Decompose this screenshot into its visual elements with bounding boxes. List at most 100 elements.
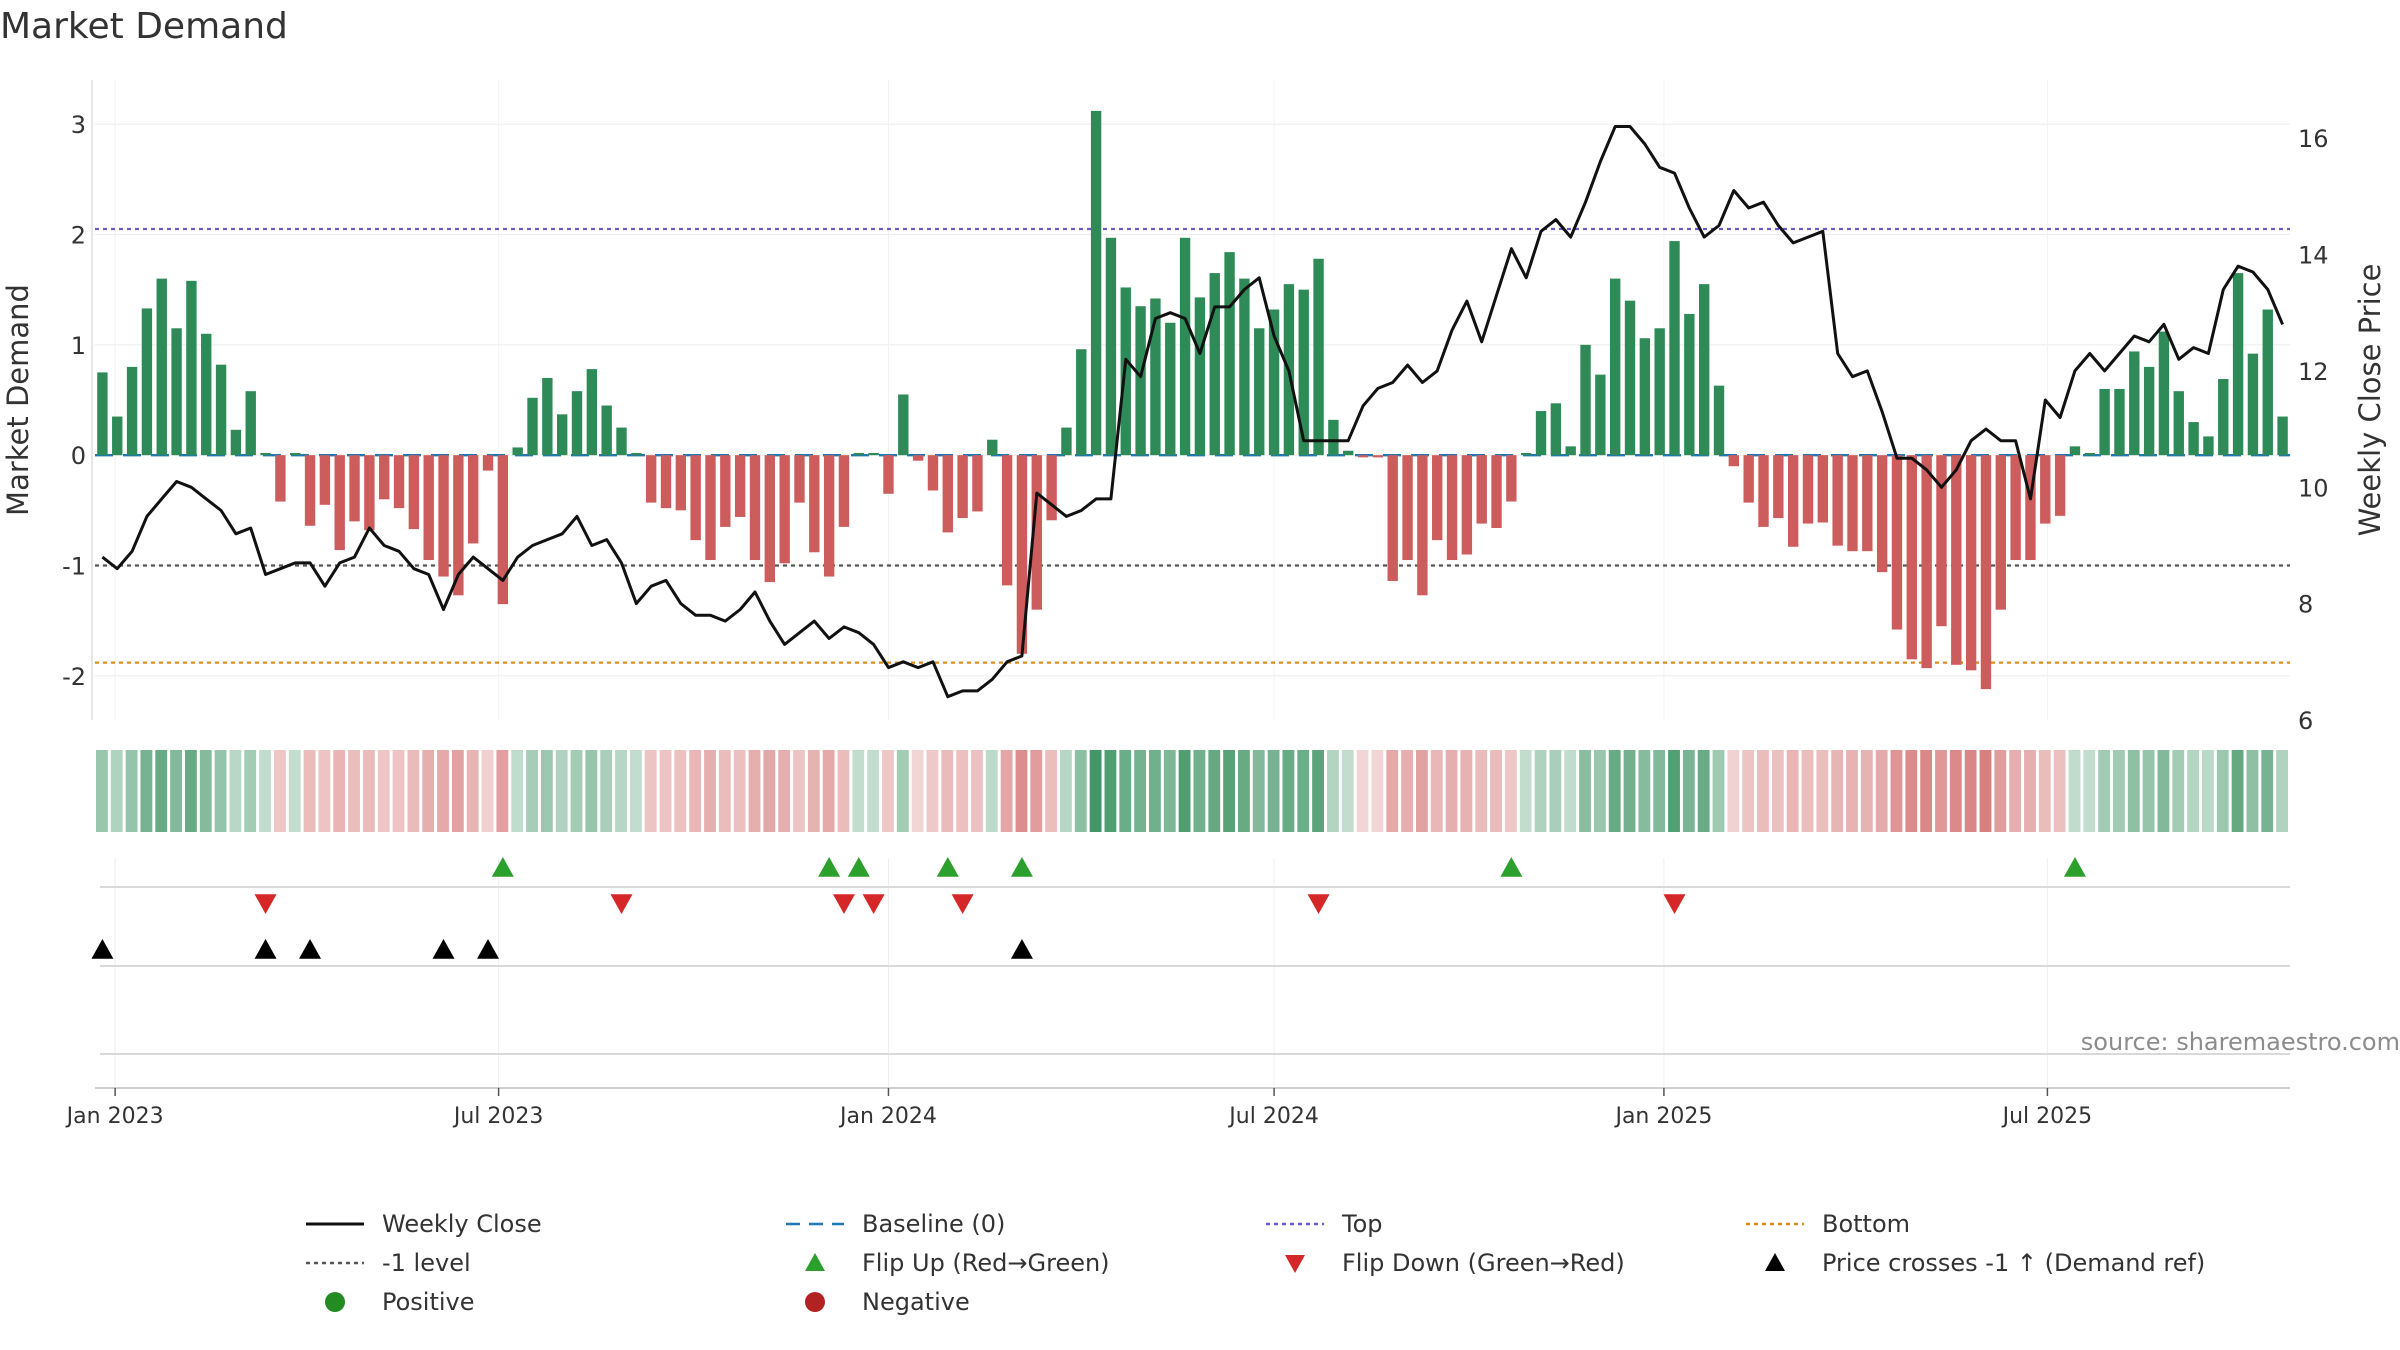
demand-bar-positive — [141, 308, 153, 456]
demand-bar-negative — [972, 455, 983, 512]
price-cross-marker — [477, 939, 500, 959]
demand-bar-negative — [1016, 455, 1028, 654]
heat-strip-cell — [674, 750, 687, 832]
legend-swatch-icon — [805, 1292, 825, 1312]
y-right-tick-label: 10 — [2298, 474, 2329, 502]
heat-strip-cell — [2187, 750, 2200, 832]
legend-label: Baseline (0) — [862, 1210, 1006, 1238]
flip-up-marker — [818, 857, 841, 877]
demand-bar-positive — [556, 414, 568, 456]
demand-bar-positive — [987, 439, 998, 456]
demand-bar-positive — [1639, 338, 1651, 456]
demand-bar-positive — [2203, 436, 2214, 456]
flip-up-marker — [847, 857, 870, 877]
demand-bar-negative — [2025, 455, 2036, 560]
heat-strip-cell — [229, 750, 242, 832]
flip-up-marker — [936, 857, 959, 877]
heat-strip-cell — [392, 750, 405, 832]
demand-bar-positive — [2188, 422, 2199, 456]
demand-bar-negative — [794, 455, 805, 503]
demand-bar-positive — [2069, 446, 2081, 456]
demand-bar-negative — [1773, 455, 1784, 519]
demand-bar-positive — [542, 377, 553, 456]
heat-strip-cell — [199, 750, 212, 832]
flip-up-marker — [2063, 857, 2086, 877]
heat-strip-cell — [911, 750, 924, 832]
heat-strip-cell — [1905, 750, 1918, 832]
demand-bar-negative — [1491, 455, 1502, 528]
demand-bar-positive — [1298, 289, 1309, 456]
price-cross-marker — [254, 939, 277, 959]
flip-down-marker — [610, 894, 633, 914]
demand-bar-negative — [1506, 455, 1517, 502]
legend-swatch-icon — [1285, 1255, 1305, 1273]
heat-strip-cell — [1875, 750, 1888, 832]
y-left-tick-label: 3 — [71, 111, 86, 139]
demand-bar-negative — [764, 455, 776, 583]
heat-strip-cell — [1237, 750, 1250, 832]
legend-swatch-icon — [1765, 1253, 1785, 1271]
heat-strip-cell — [1549, 750, 1562, 832]
x-tick-label: Jul 2025 — [2001, 1104, 2093, 1129]
flip-down-marker — [1307, 894, 1330, 914]
demand-bar-negative — [1802, 455, 1814, 524]
demand-bar-positive — [186, 280, 197, 456]
source-note: source: sharemaestro.com — [2081, 1028, 2400, 1056]
x-tick-label: Jan 2025 — [1613, 1104, 1712, 1129]
chart-legend: Weekly Close Baseline (0) Top Bottom -1 leve… — [300, 1210, 2250, 1316]
legend-swatch-icon — [1746, 1222, 1804, 1226]
heat-strip-cell — [1030, 750, 1043, 832]
heat-strip-cell — [214, 750, 227, 832]
demand-bar-negative — [1031, 455, 1042, 610]
heat-strip-cell — [822, 750, 835, 832]
demand-bar-negative — [2040, 455, 2051, 524]
demand-bar-positive — [1254, 328, 1265, 456]
flip-up-marker — [491, 857, 514, 877]
heat-strip-cell — [1460, 750, 1473, 832]
demand-bar-positive — [1090, 110, 1102, 456]
heat-strip-cell — [629, 750, 642, 832]
demand-bar-negative — [319, 455, 331, 505]
heat-strip-cell — [1060, 750, 1072, 832]
heat-strip-cell — [1223, 750, 1235, 832]
heat-strip-cell — [1534, 750, 1547, 832]
demand-bar-negative — [645, 455, 657, 503]
demand-bar-positive — [1105, 237, 1117, 456]
heat-strip-cell — [1163, 750, 1176, 832]
demand-bar-positive — [898, 394, 909, 456]
legend-item: Positive — [300, 1288, 780, 1316]
heat-strip-cell — [1475, 750, 1488, 832]
heat-strip-cell — [1727, 750, 1740, 832]
demand-bar-positive — [571, 391, 583, 456]
chart-title: Market Demand — [0, 6, 288, 47]
heat-strip-cell — [956, 750, 969, 832]
heat-strip-cell — [2098, 750, 2111, 832]
demand-bar-positive — [2247, 353, 2259, 456]
heat-strip-cell — [1178, 750, 1191, 832]
heat-strip-cell — [140, 750, 153, 832]
heat-strip-cell — [1430, 750, 1443, 832]
demand-bar-negative — [304, 455, 316, 526]
legend-item: Flip Down (Green→Red) — [1260, 1249, 1740, 1277]
demand-bar-negative — [1995, 455, 2006, 610]
heat-strip-cell — [1757, 750, 1769, 832]
heat-strip-cell — [1682, 750, 1695, 832]
heat-strip-cell — [644, 750, 657, 832]
heat-strip-cell — [466, 750, 479, 832]
demand-bar-positive — [2173, 391, 2184, 456]
legend-label: -1 level — [382, 1249, 471, 1277]
heat-strip-cell — [1519, 750, 1532, 832]
legend-swatch-icon — [786, 1222, 844, 1226]
heat-strip-cell — [1846, 750, 1858, 832]
demand-bar-negative — [1417, 455, 1428, 596]
flip-down-marker — [862, 894, 885, 914]
legend-label: Price crosses -1 ↑ (Demand ref) — [1822, 1249, 2206, 1277]
demand-bar-positive — [1239, 278, 1250, 456]
demand-bar-negative — [468, 455, 479, 544]
heat-strip-cell — [2127, 750, 2140, 832]
heat-strip-cell — [1623, 750, 1636, 832]
demand-bar-negative — [1787, 455, 1799, 547]
demand-bar-negative — [1743, 455, 1754, 503]
y-right-tick-label: 14 — [2298, 242, 2329, 270]
heat-strip-cell — [2083, 750, 2096, 832]
